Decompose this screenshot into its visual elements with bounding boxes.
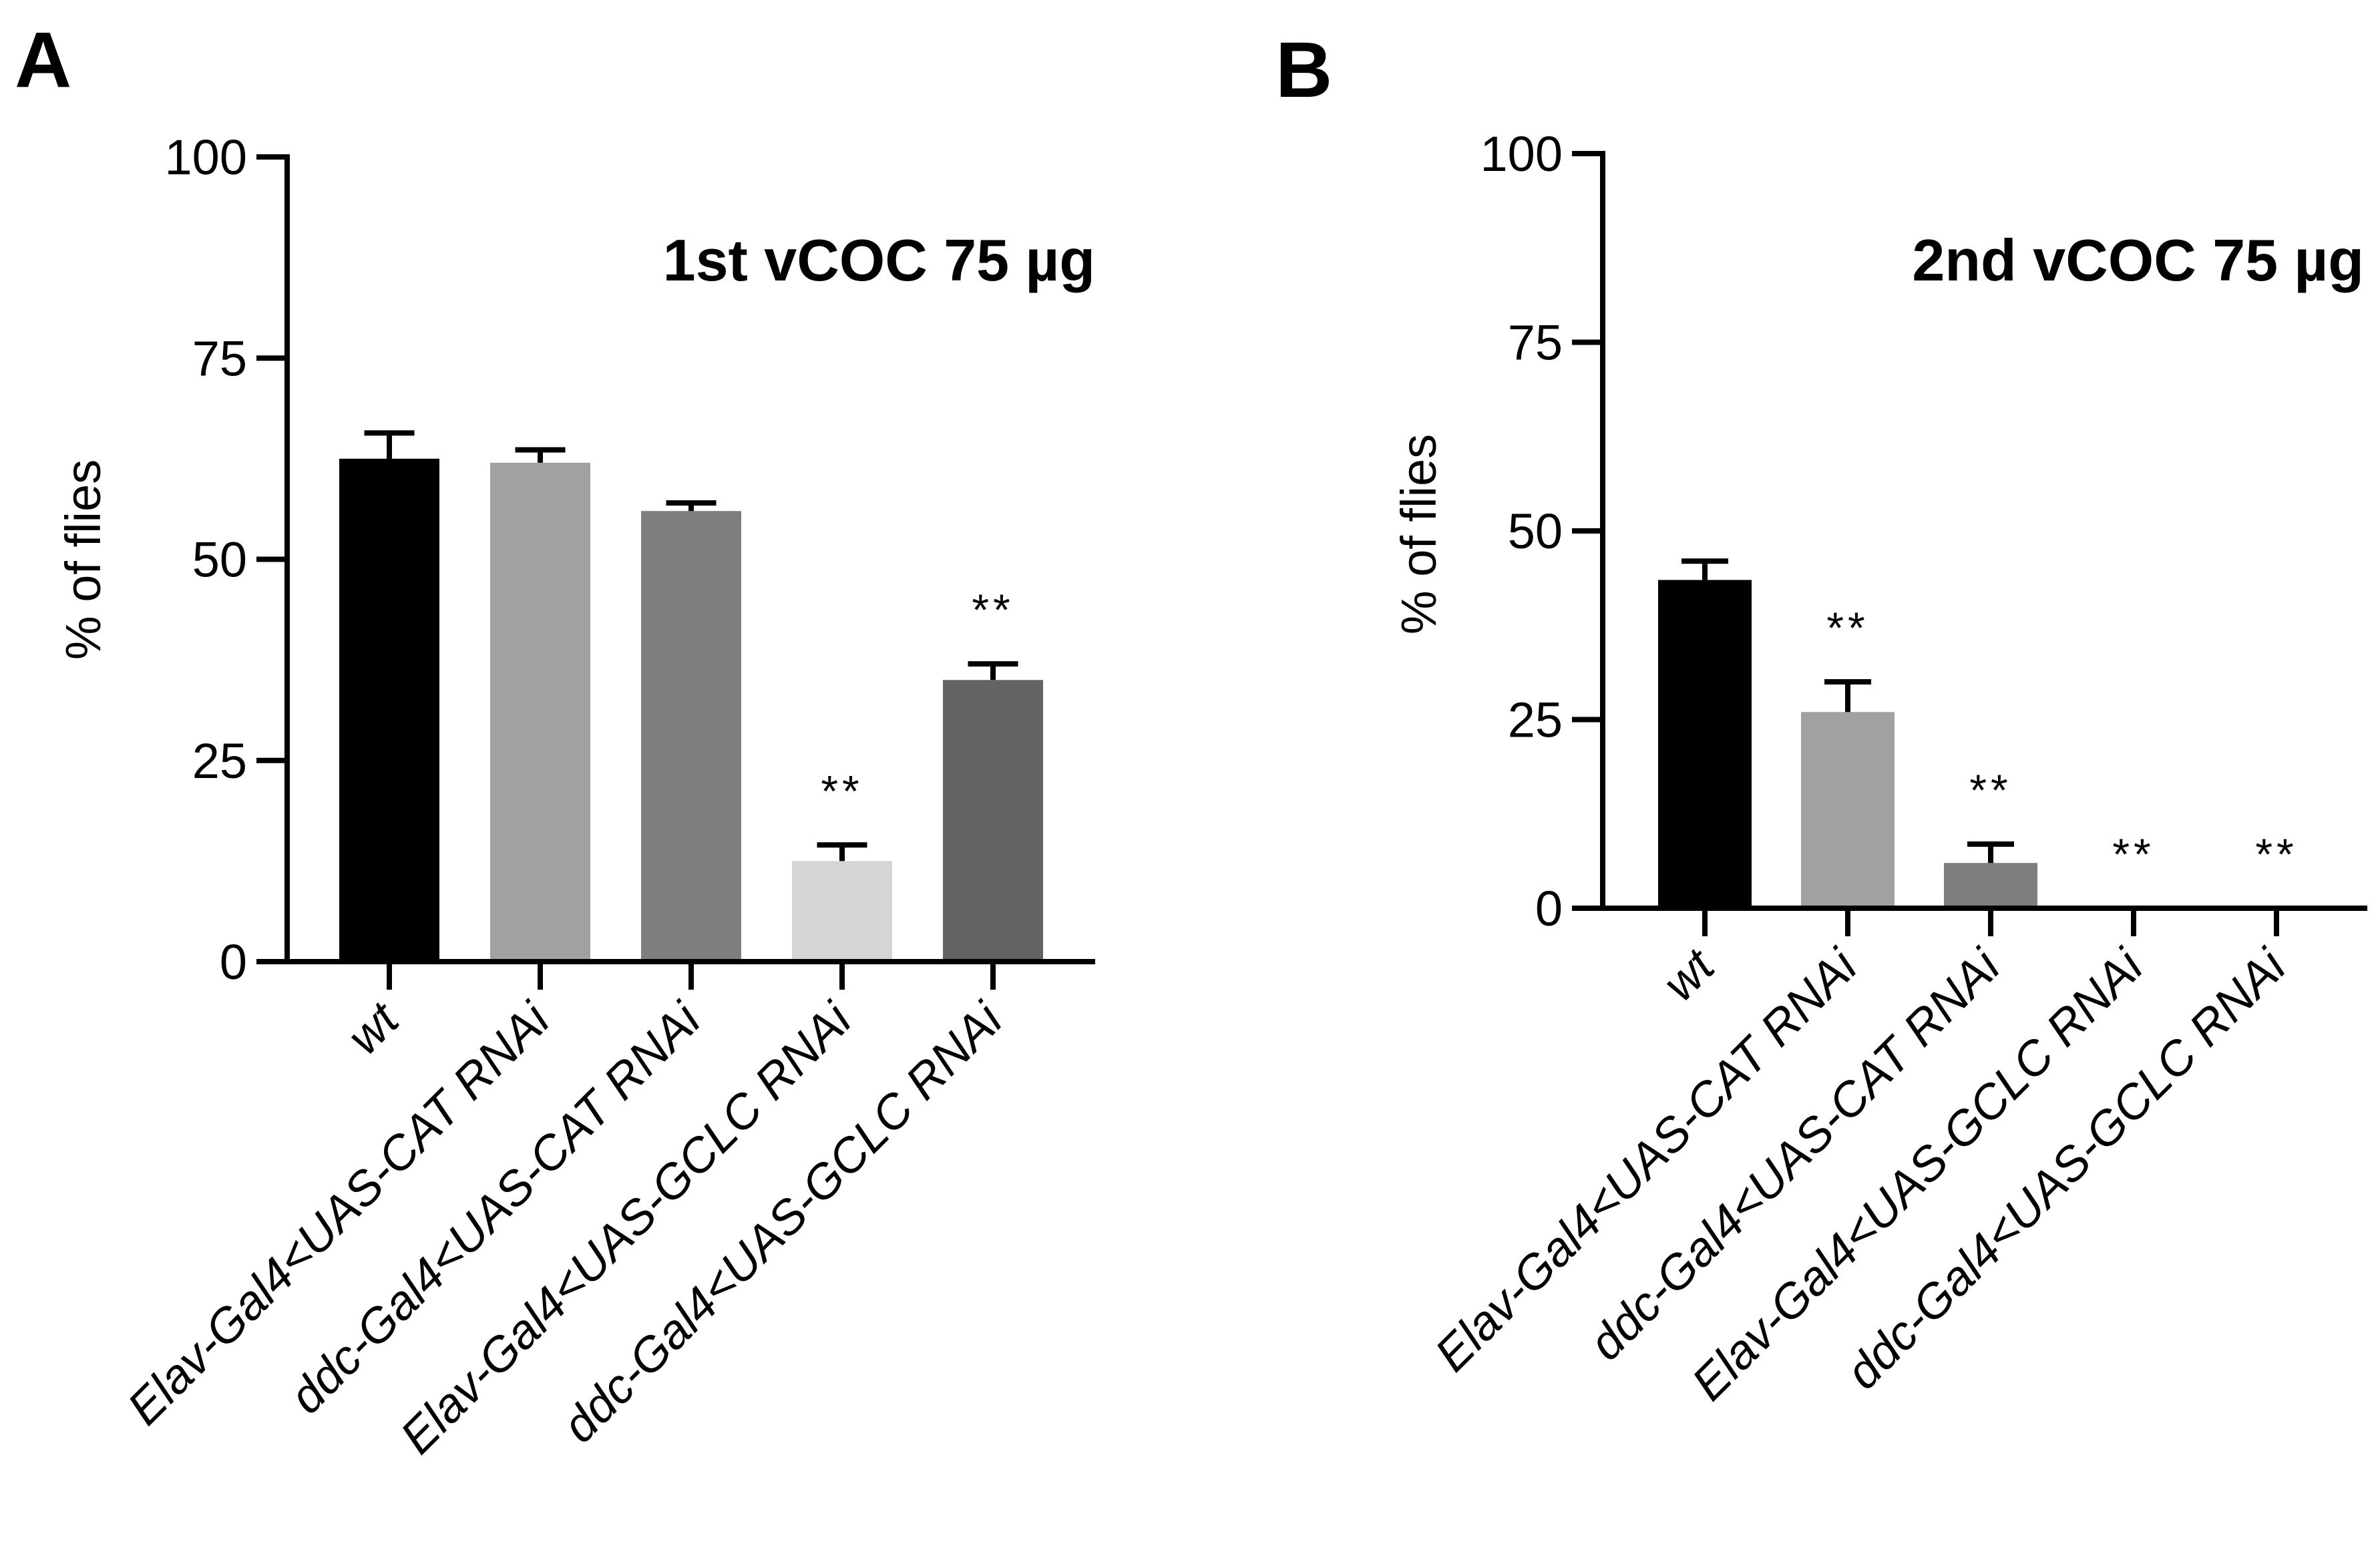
chart-b-category-label-1: wt [1653,938,1726,1012]
chart-b-bar-3 [1944,863,2037,908]
chart-b-y-tick-label-25: 25 [1508,693,1563,748]
chart-a-category-label-1: wt [337,992,411,1065]
chart-b-y-axis-label: % of flies [1391,434,1446,634]
chart-b-y-tick-label-0: 0 [1535,881,1563,936]
chart-a-bar-4 [792,861,892,962]
panel-letter-a: A [15,16,71,104]
chart-b-significance-4: ** [2112,829,2154,879]
chart-panel-a: 1st vCOC 75 µg % of flies ** ** 0 25 50 75 100 wt… [55,130,1095,1465]
chart-a-y-tick-label-75: 75 [192,331,247,386]
chart-b-significance-3: ** [1969,765,2011,815]
chart-a-y-tick-label-50: 50 [192,532,247,588]
chart-b-bar-1 [1658,580,1752,908]
chart-a-bar-3 [641,511,741,962]
chart-a-bar-2 [490,462,590,962]
chart-b-bar-2 [1801,712,1895,908]
chart-b-significance-2: ** [1826,603,1868,652]
chart-a-significance-5: ** [972,585,1014,634]
chart-b-y-tick-label-75: 75 [1508,315,1563,371]
panel-letter-b: B [1275,26,1332,114]
chart-a-bar-5 [943,680,1043,962]
chart-panel-b: 2nd vCOC 75 µg % of flies ** ** ** ** 0 25 50 75 1… [1391,126,2367,1411]
chart-a-y-axis-label: % of flies [55,459,111,660]
chart-b-significance-5: ** [2255,829,2297,879]
chart-a-title: 1st vCOC 75 µg [663,227,1095,293]
chart-a-y-tick-label-100: 100 [165,130,247,185]
chart-a-y-tick-label-0: 0 [220,934,247,990]
chart-a-bar-1 [339,458,439,962]
chart-a-y-tick-label-25: 25 [192,733,247,789]
chart-b-y-tick-label-100: 100 [1480,126,1563,182]
chart-b-y-tick-label-50: 50 [1508,504,1563,559]
chart-a-significance-4: ** [821,766,863,815]
chart-b-title: 2nd vCOC 75 µg [1912,227,2364,293]
